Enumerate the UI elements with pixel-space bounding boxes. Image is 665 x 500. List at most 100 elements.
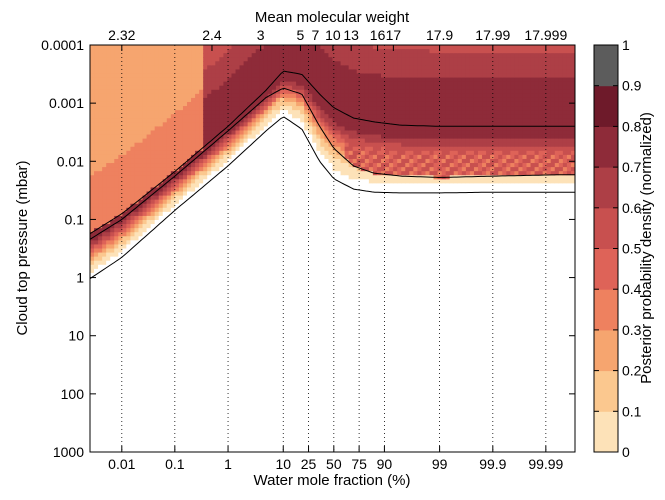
colorbar-tick-label: 0.3 bbox=[622, 322, 642, 338]
density-cell bbox=[191, 150, 196, 156]
density-cell bbox=[255, 57, 261, 62]
density-cell bbox=[356, 81, 362, 87]
density-cell bbox=[106, 191, 111, 197]
density-cell bbox=[494, 97, 499, 103]
density-cell bbox=[453, 167, 459, 172]
density-cell bbox=[457, 106, 463, 111]
density-cell bbox=[453, 69, 459, 75]
density-cell bbox=[413, 61, 418, 66]
density-cell bbox=[134, 101, 140, 107]
density-cell bbox=[506, 77, 511, 83]
density-cell bbox=[538, 73, 544, 79]
density-cell bbox=[94, 130, 99, 136]
density-cell bbox=[449, 130, 455, 136]
density-cell bbox=[409, 65, 414, 71]
density-cell bbox=[368, 150, 374, 156]
density-cell bbox=[150, 97, 156, 103]
density-cell bbox=[195, 134, 200, 140]
density-cell bbox=[372, 122, 378, 127]
density-cell bbox=[478, 154, 483, 160]
density-cell bbox=[441, 146, 447, 152]
density-cell bbox=[441, 45, 447, 50]
density-cell bbox=[215, 49, 220, 54]
density-cell bbox=[158, 207, 164, 213]
density-cell bbox=[231, 110, 237, 115]
density-cell bbox=[381, 138, 386, 144]
density-cell bbox=[251, 114, 257, 119]
density-cell bbox=[219, 77, 224, 83]
density-cell bbox=[482, 81, 487, 87]
density-cell bbox=[332, 171, 338, 176]
density-cell bbox=[126, 85, 132, 91]
density-cell bbox=[292, 93, 297, 99]
density-cell bbox=[259, 85, 265, 91]
density-cell bbox=[570, 163, 575, 168]
density-cell bbox=[300, 101, 305, 107]
density-cell bbox=[558, 122, 564, 127]
density-cell bbox=[457, 150, 463, 156]
density-cell bbox=[203, 154, 208, 160]
density-cell bbox=[461, 61, 467, 66]
density-cell bbox=[486, 163, 491, 168]
density-cell bbox=[312, 81, 317, 87]
density-cell bbox=[114, 260, 119, 266]
density-cell bbox=[364, 175, 370, 180]
density-cell bbox=[98, 179, 103, 184]
density-cell bbox=[360, 89, 366, 95]
density-cell bbox=[94, 77, 99, 83]
density-cell bbox=[122, 187, 127, 193]
density-cell bbox=[344, 150, 350, 156]
density-cell bbox=[170, 85, 176, 91]
density-cell bbox=[554, 110, 560, 115]
density-cell bbox=[368, 187, 374, 193]
density-cell bbox=[154, 179, 160, 184]
density-cell bbox=[449, 187, 455, 193]
density-cell bbox=[259, 122, 265, 127]
density-cell bbox=[498, 126, 503, 132]
density-cell bbox=[106, 142, 111, 148]
density-cell bbox=[534, 114, 540, 119]
density-cell bbox=[490, 61, 495, 66]
density-cell bbox=[385, 101, 390, 107]
density-cell bbox=[263, 93, 269, 99]
density-cell bbox=[526, 89, 532, 95]
density-cell bbox=[219, 53, 224, 58]
density-cell bbox=[215, 61, 220, 66]
density-cell bbox=[405, 154, 410, 160]
density-cell bbox=[413, 163, 418, 168]
density-cell bbox=[130, 146, 136, 152]
density-cell bbox=[465, 187, 471, 193]
density-cell bbox=[421, 85, 427, 91]
density-cell bbox=[340, 122, 346, 127]
density-cell bbox=[215, 114, 220, 119]
density-cell bbox=[263, 81, 269, 87]
density-cell bbox=[562, 167, 568, 172]
density-cell bbox=[328, 134, 334, 140]
density-cell bbox=[433, 45, 439, 50]
density-cell bbox=[348, 73, 354, 79]
density-cell bbox=[166, 215, 172, 221]
density-cell bbox=[461, 163, 467, 168]
density-cell bbox=[118, 130, 123, 136]
density-cell bbox=[215, 53, 220, 58]
density-cell bbox=[401, 138, 406, 144]
density-cell bbox=[207, 101, 212, 107]
density-cell bbox=[130, 134, 136, 140]
density-cell bbox=[106, 138, 111, 144]
density-cell bbox=[191, 57, 196, 62]
density-cell bbox=[437, 114, 443, 119]
density-cell bbox=[437, 93, 443, 99]
density-cell bbox=[498, 110, 503, 115]
density-cell bbox=[425, 122, 431, 127]
density-cell bbox=[146, 134, 152, 140]
density-cell bbox=[154, 171, 160, 176]
density-cell bbox=[429, 171, 435, 176]
density-cell bbox=[409, 138, 414, 144]
density-cell bbox=[417, 163, 423, 168]
density-cell bbox=[433, 171, 439, 176]
density-cell bbox=[227, 150, 233, 156]
top-tick-label: 2.4 bbox=[202, 27, 222, 43]
density-cell bbox=[534, 163, 540, 168]
density-cell bbox=[360, 73, 366, 79]
density-cell bbox=[106, 154, 111, 160]
